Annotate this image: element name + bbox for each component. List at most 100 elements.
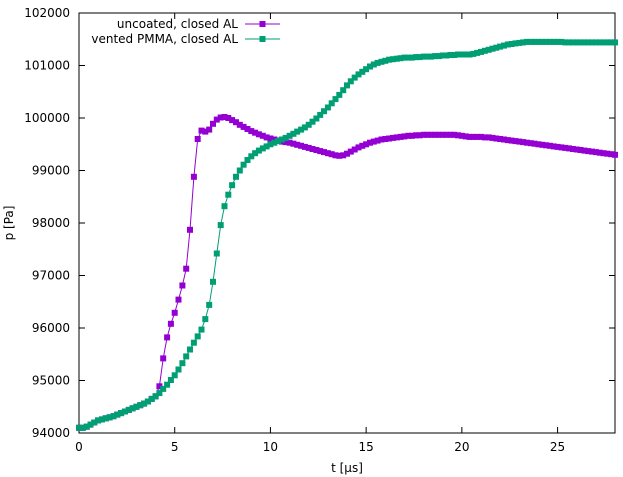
data-point <box>543 38 550 45</box>
data-point <box>206 301 213 308</box>
data-point <box>340 152 347 159</box>
data-point <box>95 417 102 424</box>
data-point <box>451 131 458 138</box>
data-point <box>405 132 412 139</box>
data-point <box>554 143 561 150</box>
data-point <box>612 151 618 158</box>
data-point <box>213 250 220 257</box>
data-point <box>443 52 450 59</box>
data-point <box>393 134 400 141</box>
data-point <box>267 141 274 148</box>
data-point <box>439 52 446 59</box>
data-point <box>550 143 557 150</box>
data-point <box>531 38 538 45</box>
data-point <box>194 136 201 142</box>
data-point <box>458 132 465 139</box>
data-point <box>282 139 289 146</box>
data-point <box>194 333 201 340</box>
data-point <box>233 173 239 180</box>
data-point <box>301 124 308 131</box>
data-point <box>512 138 519 145</box>
data-point <box>501 42 507 49</box>
data-point <box>481 47 488 54</box>
data-point <box>167 377 174 383</box>
data-point <box>305 121 312 128</box>
data-point <box>458 51 465 58</box>
data-point <box>267 135 274 142</box>
data-point <box>347 148 354 155</box>
data-point <box>382 136 389 142</box>
data-point <box>179 360 186 367</box>
data-point <box>370 61 377 68</box>
data-point <box>435 53 442 60</box>
data-point <box>527 140 534 147</box>
data-point <box>504 41 511 48</box>
y-tick-label: 99000 <box>32 164 70 178</box>
data-point <box>600 150 607 157</box>
data-point <box>420 131 427 138</box>
data-point <box>321 108 327 115</box>
data-point <box>286 132 293 139</box>
data-point <box>252 150 259 157</box>
data-point <box>604 39 611 46</box>
data-point <box>566 39 573 46</box>
data-point <box>263 134 270 141</box>
data-point <box>462 133 469 140</box>
data-point <box>144 398 151 405</box>
data-point <box>164 381 171 388</box>
data-point <box>501 136 507 143</box>
data-point <box>210 120 216 127</box>
data-point <box>535 141 542 148</box>
data-point <box>397 55 404 62</box>
data-point <box>294 141 301 148</box>
data-point <box>175 366 182 373</box>
data-point <box>589 39 595 46</box>
data-point <box>589 148 595 155</box>
data-point <box>493 44 500 51</box>
data-point <box>336 152 343 159</box>
data-point <box>409 132 416 139</box>
data-point <box>577 147 584 153</box>
data-point <box>187 226 193 233</box>
data-point <box>539 38 546 45</box>
data-point <box>359 68 366 75</box>
y-axis-label: p [Pa] <box>2 206 16 241</box>
data-point <box>581 147 588 154</box>
data-point <box>378 136 385 143</box>
data-point <box>344 82 350 89</box>
data-point <box>198 326 205 333</box>
data-point <box>236 167 243 174</box>
data-point <box>141 400 148 407</box>
x-axis-label: t [µs] <box>331 461 363 475</box>
data-point <box>512 40 519 47</box>
data-point <box>328 151 335 158</box>
data-point <box>221 114 228 120</box>
data-point <box>420 53 427 60</box>
data-point <box>558 144 565 151</box>
data-point <box>416 54 423 61</box>
x-tick-label: 15 <box>359 440 374 454</box>
y-tick-label: 101000 <box>24 59 70 73</box>
data-point <box>317 111 324 118</box>
data-point <box>562 144 569 151</box>
data-point <box>573 39 580 46</box>
data-point <box>321 149 327 156</box>
data-point <box>520 139 527 146</box>
data-point <box>355 71 362 78</box>
data-point <box>432 131 439 138</box>
data-point <box>489 134 496 141</box>
data-point <box>455 132 461 139</box>
data-point <box>255 147 262 154</box>
legend-label: uncoated, closed AL <box>117 17 238 31</box>
data-point <box>351 74 358 81</box>
data-point <box>248 153 255 160</box>
data-point <box>190 173 197 180</box>
data-point <box>531 140 538 147</box>
data-point <box>447 131 454 138</box>
legend-marker <box>259 21 266 27</box>
data-point <box>114 411 121 418</box>
y-tick-label: 97000 <box>32 269 70 283</box>
data-point <box>470 50 477 57</box>
data-point <box>592 149 599 156</box>
